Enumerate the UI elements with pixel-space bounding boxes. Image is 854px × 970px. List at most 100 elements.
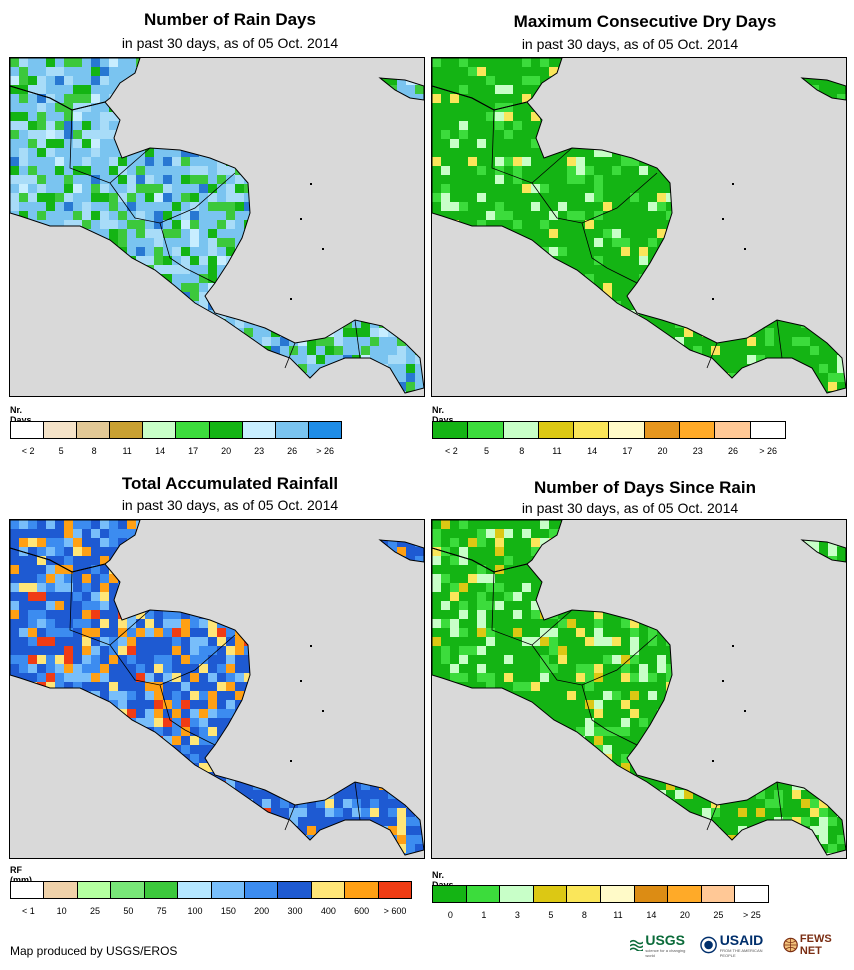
usgs-logo[interactable]: USGS science for a changing world: [630, 932, 694, 958]
legend-label: 5: [548, 910, 554, 920]
legend-labels: 0 1 3 5 8 11 14 20 25 > 25: [432, 910, 767, 922]
country-border: [184, 267, 216, 284]
legend-swatch: [735, 886, 768, 902]
legend-label: 600: [354, 906, 370, 916]
country-border: [491, 109, 533, 184]
legend-swatch: [311, 882, 346, 898]
legend-labels: < 2 5 8 11 14 17 20 23 26 > 26: [432, 446, 784, 458]
country-border: [776, 781, 783, 821]
legend-swatch: [77, 422, 111, 438]
legend-swatch: [345, 882, 379, 898]
legend-swatch: [600, 886, 635, 902]
panel-title: Number of Days Since Rain: [533, 478, 756, 497]
country-border: [491, 571, 533, 646]
fews-wordmark: FEWS NET: [799, 933, 832, 957]
legend-swatch: [111, 882, 145, 898]
legend-bar: [10, 421, 342, 439]
coastline: [378, 77, 424, 101]
coastline: [10, 547, 424, 856]
country-border: [606, 267, 638, 284]
legend-label: 25: [89, 906, 101, 916]
country-border: [159, 222, 186, 269]
legend-swatch: [680, 422, 716, 438]
legend-label: 100: [187, 906, 203, 916]
legend-swatch: [468, 422, 504, 438]
legend-labels: < 2 5 8 11 14 17 20 23 26 > 26: [10, 446, 340, 458]
legend-swatch: [715, 422, 751, 438]
legend-swatch: [574, 422, 610, 438]
legend-bar: [432, 421, 786, 439]
coastline: [432, 547, 846, 856]
legend-label: 50: [123, 906, 134, 916]
country-border: [69, 109, 111, 184]
legend-swatch: [209, 422, 243, 438]
country-border: [531, 609, 573, 646]
legend-label: 300: [287, 906, 303, 916]
legend-label: > 600: [383, 906, 407, 916]
country-border: [284, 342, 296, 369]
legend-swatch: [378, 882, 412, 898]
legend-label: 17: [188, 446, 199, 456]
legend-label: 8: [581, 910, 587, 920]
legend-swatch: [433, 886, 467, 902]
legend-label: 0: [447, 910, 453, 920]
legend-swatch: [668, 886, 702, 902]
usgs-tagline: science for a changing world: [645, 948, 686, 958]
coastline: [10, 58, 141, 111]
map-credit: Map produced by USGS/EROS: [10, 944, 178, 958]
legend-label: 20: [657, 446, 668, 456]
island: [290, 298, 292, 300]
legend-bar: [432, 885, 769, 903]
legend-label: 20: [679, 910, 690, 920]
legend-label: 23: [254, 446, 265, 456]
map-days-since-rain: [431, 519, 847, 859]
legend-label: 8: [91, 446, 97, 456]
legend-title: Nr. Days: [10, 405, 32, 425]
legend-bar: [10, 881, 412, 899]
island: [300, 218, 302, 220]
legend-swatch: [567, 886, 601, 902]
island: [322, 710, 324, 712]
country-border: [159, 684, 186, 731]
island: [322, 248, 324, 250]
partner-logos: USGS science for a changing world USAID FR…: [630, 932, 854, 958]
map-grid: [432, 58, 846, 393]
island: [744, 248, 746, 250]
legend-label: 3: [514, 910, 520, 920]
map-rain-days: [9, 57, 425, 397]
legend-swatch: [143, 422, 177, 438]
legend-label: 8: [519, 446, 525, 456]
legend-swatch: [308, 422, 341, 438]
panel-subtitle: in past 30 days, as of 05 Oct. 2014: [521, 36, 739, 52]
legend-swatch: [178, 882, 212, 898]
legend-label: < 2: [21, 446, 35, 456]
coastline: [10, 520, 141, 573]
panel-title: Total Accumulated Rainfall: [121, 474, 339, 493]
legend-label: < 1: [21, 906, 35, 916]
legend-swatch: [634, 886, 669, 902]
legend-label: > 26: [759, 446, 778, 456]
island: [722, 680, 724, 682]
legend-title: RF (mm): [10, 865, 32, 885]
usgs-wordmark: USGS: [645, 932, 686, 948]
legend-swatch: [77, 882, 112, 898]
panel-title: Number of Rain Days: [144, 10, 316, 29]
island: [722, 218, 724, 220]
legend-label: 25: [713, 910, 724, 920]
usaid-logo[interactable]: USAID FROM THE AMERICAN PEOPLE: [699, 932, 777, 958]
panel-title: Maximum Consecutive Dry Days: [513, 12, 777, 31]
legend-swatch: [750, 422, 785, 438]
legend-label: 10: [56, 906, 67, 916]
legend-label: 5: [484, 446, 490, 456]
legend-swatch: [44, 422, 78, 438]
country-border: [354, 781, 361, 821]
legend-swatch: [44, 882, 78, 898]
country-border: [109, 147, 151, 184]
usaid-wordmark: USAID: [719, 932, 764, 948]
map-dry-days: [431, 57, 847, 397]
fews-net-logo[interactable]: FEWS NET: [783, 933, 854, 957]
legend-label: 17: [622, 446, 633, 456]
coastline: [800, 539, 846, 563]
legend-label: 23: [692, 446, 703, 456]
legend-label: 26: [287, 446, 298, 456]
